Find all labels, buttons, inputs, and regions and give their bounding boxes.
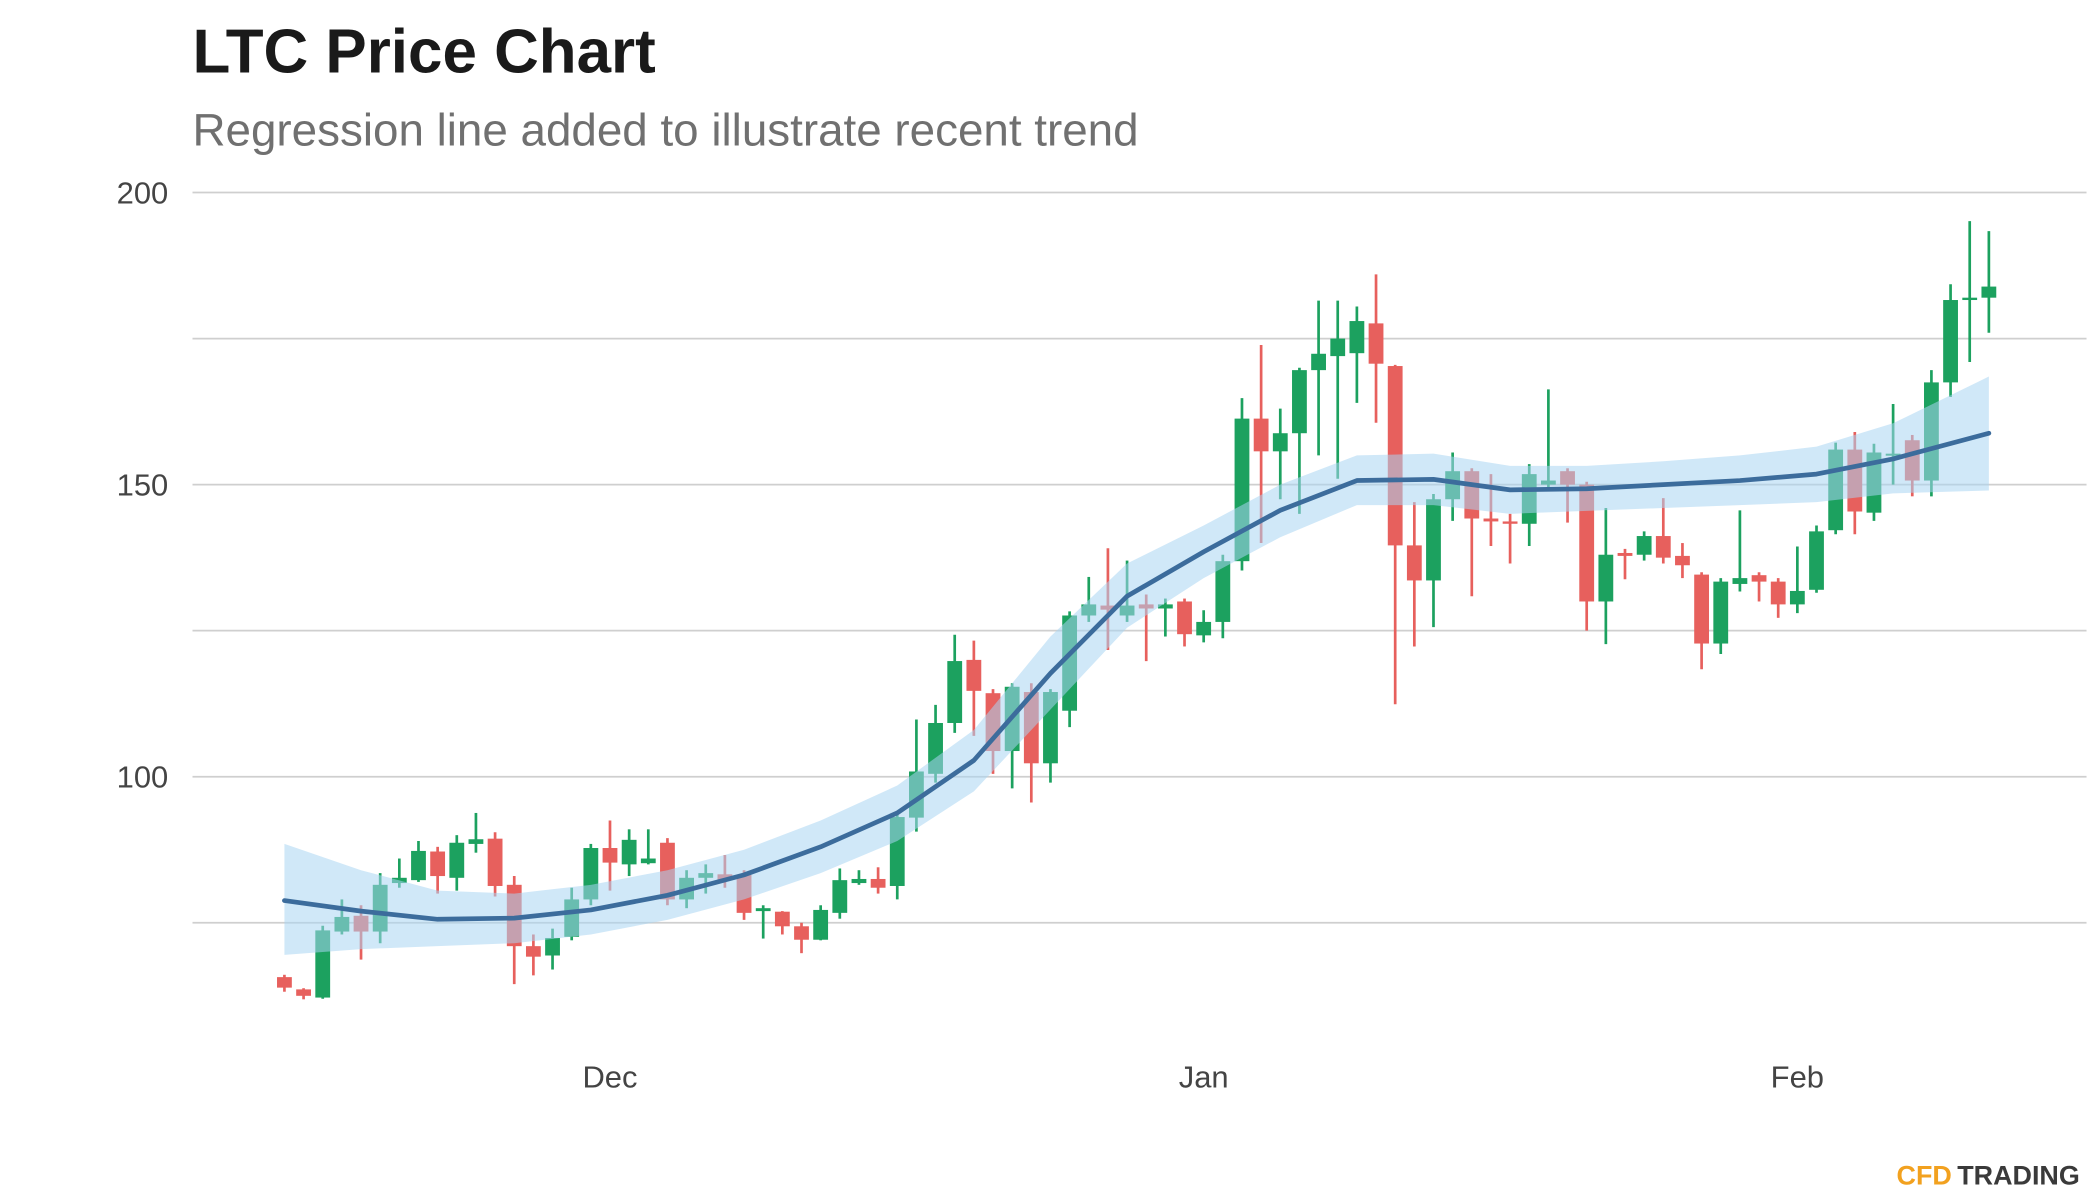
brand-part: CFD (1897, 1161, 1952, 1191)
candle-body (1962, 297, 1978, 301)
candle-body (774, 911, 790, 927)
candle-body (1272, 433, 1288, 452)
candle-body (1349, 321, 1365, 354)
candle-body (851, 878, 867, 884)
chart-title: LTC Price Chart (193, 18, 656, 87)
candle-body (1694, 574, 1710, 644)
candle-body (1253, 418, 1269, 452)
brand-logo: CFD TRADING (1897, 1161, 2080, 1191)
candle-body (947, 661, 963, 723)
candle-body (1292, 370, 1307, 434)
candle-body (1177, 601, 1192, 635)
candle-body (1579, 484, 1595, 602)
candle-body (1157, 604, 1173, 609)
y-tick-label: 100 (117, 760, 169, 795)
x-tick-label: Dec (582, 1060, 637, 1095)
candle-body (468, 839, 484, 844)
chart-subtitle: Regression line added to illustrate rece… (193, 104, 1139, 155)
candle-body (1426, 499, 1441, 581)
candle-body (487, 838, 503, 886)
candle-body (1751, 575, 1767, 582)
candle-body (1675, 555, 1690, 566)
candle-body (813, 909, 829, 940)
candle-body (1943, 300, 1958, 383)
x-tick-label: Jan (1179, 1060, 1229, 1095)
candle-body (1368, 323, 1384, 364)
candle-body (1636, 536, 1652, 555)
x-tick-label: Feb (1771, 1060, 1824, 1095)
trend-line (282, 430, 1992, 922)
candle-body (1655, 536, 1671, 558)
candle-body (411, 850, 426, 881)
candle-body (602, 848, 618, 863)
candle-body (1789, 590, 1805, 605)
candle-body (1981, 286, 1997, 298)
y-tick-label: 150 (117, 467, 169, 502)
candle-body (966, 659, 982, 691)
candle-body (794, 926, 809, 940)
candle-body (832, 880, 848, 913)
candle-body (1196, 621, 1212, 636)
trend-band (284, 376, 1989, 955)
candle-body (277, 977, 292, 988)
candle-body (1713, 581, 1729, 644)
candle-body (296, 989, 311, 996)
candle-body (430, 851, 446, 877)
candle-body (1330, 338, 1346, 357)
y-tick-label: 200 (117, 175, 169, 210)
brand-part: TRADING (1957, 1161, 2080, 1191)
candle-body (545, 937, 560, 956)
candle-body (1617, 552, 1633, 556)
candle-body (1502, 521, 1518, 524)
candle-body (1483, 518, 1499, 522)
candle-body (1809, 531, 1824, 590)
candle-body (870, 878, 886, 888)
candle-body (640, 858, 656, 864)
candle-body (1732, 578, 1748, 584)
candle-body (1215, 561, 1231, 622)
candle-body (1311, 353, 1326, 371)
candle-body (621, 839, 637, 865)
candle-body (525, 946, 541, 957)
candle-body (1770, 581, 1786, 605)
candle-body (755, 908, 771, 912)
candle-body (1406, 545, 1422, 581)
candle-body (449, 842, 465, 878)
candle-body (1598, 554, 1614, 602)
